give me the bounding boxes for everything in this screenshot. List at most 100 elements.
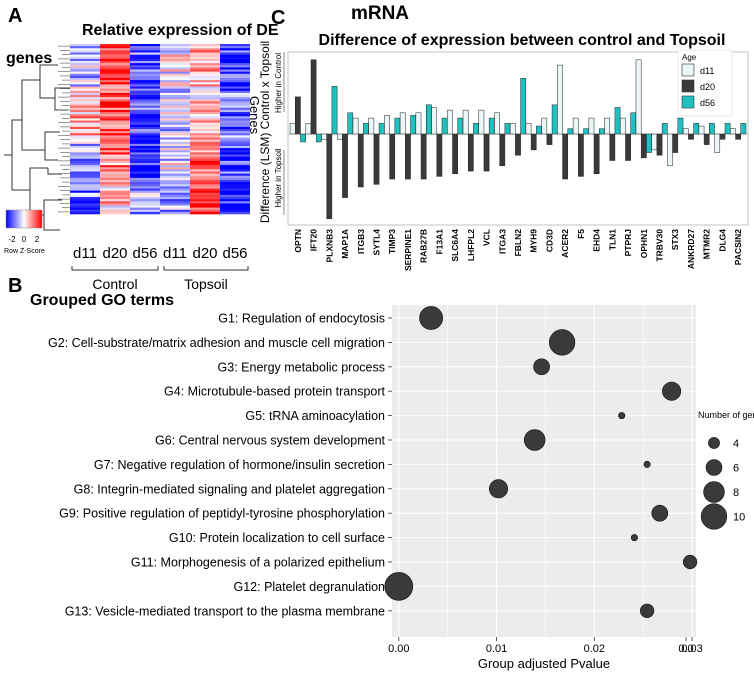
heatmap-cell <box>100 194 130 198</box>
mrna-bar-d11 <box>352 117 359 135</box>
heatmap-cell <box>220 186 250 189</box>
heatmap-cell <box>70 103 100 106</box>
mrna-bar-d20 <box>719 133 726 140</box>
heatmap-cell <box>160 101 190 104</box>
heatmap-cell <box>220 137 250 140</box>
heatmap-cell <box>70 173 100 177</box>
heatmap-cell <box>100 156 130 160</box>
size-legend-dot <box>703 481 725 503</box>
heatmap-cell <box>160 173 190 177</box>
heatmap-cell <box>220 146 250 149</box>
mrna-ylabel: Difference (LSM) Control x Topsoil <box>258 41 272 223</box>
heatmap-cell <box>220 114 250 117</box>
heatmap-cell <box>160 137 190 140</box>
heatmap-cell <box>190 152 220 155</box>
mrna-gene-label: VCL <box>482 229 492 246</box>
heatmap-cell <box>100 143 130 147</box>
mrna-bar-d11 <box>399 112 406 135</box>
heatmap-cell <box>190 182 220 185</box>
heatmap-cell <box>190 52 220 55</box>
heatmap-cell <box>70 86 100 89</box>
mrna-gene-label: OPHN1 <box>639 229 649 259</box>
heatmap-cell <box>70 163 100 166</box>
heatmap-cell <box>160 131 190 134</box>
heatmap-cell <box>190 105 220 109</box>
mrna-bar-d56 <box>331 86 338 135</box>
heatmap-cell <box>160 50 190 53</box>
heatmap-cell <box>70 184 100 187</box>
heatmap-cell <box>70 120 100 123</box>
heatmap-cell <box>220 61 250 64</box>
heatmap-cell <box>160 48 190 51</box>
mrna-gene-labels: OPTN IFT20 PLXNB3 MAP1A ITGB3 SYTL4 TIMP3 SERPI… <box>293 229 743 271</box>
mrna-bar-d11 <box>557 64 563 135</box>
heatmap-cell <box>160 56 190 60</box>
heatmap-cell <box>220 73 250 77</box>
heatmap-cell <box>220 171 250 174</box>
heatmap-cell <box>220 52 250 55</box>
heatmap-cell <box>160 146 190 149</box>
heatmap-cell <box>190 65 220 68</box>
heatmap-cell <box>130 143 160 147</box>
heatmap-cell <box>190 75 220 79</box>
heatmap-cell <box>220 209 250 213</box>
heatmap-cell <box>130 169 160 172</box>
heatmap-cell <box>130 88 160 92</box>
heatmap-cell <box>130 146 160 149</box>
heatmap-cell <box>220 203 250 206</box>
heatmap-cell <box>130 163 160 166</box>
heatmap-cell <box>70 143 100 147</box>
mrna-gene-label: F5 <box>576 229 586 239</box>
heatmap-cell <box>160 75 190 79</box>
heatmap-cell <box>130 135 160 138</box>
go-gridlines <box>392 305 696 637</box>
heatmap-cell <box>190 73 220 77</box>
heatmap-cell <box>220 116 250 119</box>
heatmap-cell <box>100 177 130 181</box>
heatmap-cell <box>190 92 220 96</box>
mrna-bar-d11 <box>635 59 642 135</box>
heatmap-cell <box>220 118 250 121</box>
mrna-gene-label: PLXNB3 <box>324 229 334 263</box>
heatmap-cell <box>130 105 160 109</box>
heatmap-cell <box>130 82 160 85</box>
heatmap-cell <box>100 184 130 187</box>
heatmap-cell <box>130 137 160 140</box>
heatmap-cell <box>190 143 220 147</box>
heatmap-cell <box>130 156 160 160</box>
heatmap-cell <box>100 78 130 81</box>
mrna-bar-d56 <box>693 123 700 135</box>
heatmap-cell <box>190 177 220 181</box>
heatmap-cell <box>190 171 220 174</box>
go-xtick-label: 0.01 <box>486 643 507 655</box>
heatmap-cell <box>190 207 220 211</box>
heatmap-cell <box>130 92 160 96</box>
go-dot <box>618 412 626 420</box>
heatmap-cell <box>100 99 130 102</box>
heatmap-cell <box>100 101 130 104</box>
heatmap-cell <box>220 201 250 204</box>
heatmap-cell <box>100 44 130 47</box>
heatmap-cell <box>220 65 250 68</box>
mrna-bar-d20 <box>578 133 584 177</box>
control-bracket <box>71 266 159 271</box>
heatmap-cell <box>100 175 130 179</box>
heatmap-cell <box>160 188 190 191</box>
go-dot <box>533 358 550 376</box>
heatmap-cell <box>100 114 130 117</box>
size-legend-label: 10 <box>733 512 745 524</box>
heatmap-cell <box>160 88 190 92</box>
zscore-title: Row Z-Score <box>4 248 45 255</box>
dendrogram-leaves <box>58 45 70 213</box>
mrna-gene-label: LHFPL2 <box>466 229 476 261</box>
mrna-bar-d20 <box>310 59 317 135</box>
mrna-bar-d20 <box>703 133 710 145</box>
heatmap-cell <box>160 78 190 81</box>
heatmap-cell <box>220 44 250 47</box>
heatmap-cell <box>160 122 190 126</box>
heatmap-cell <box>130 173 160 177</box>
mrna-legend: Age d11 d20 d56 <box>677 49 733 117</box>
heatmap-cell <box>220 90 250 94</box>
mrna-bar-d11 <box>604 117 610 135</box>
